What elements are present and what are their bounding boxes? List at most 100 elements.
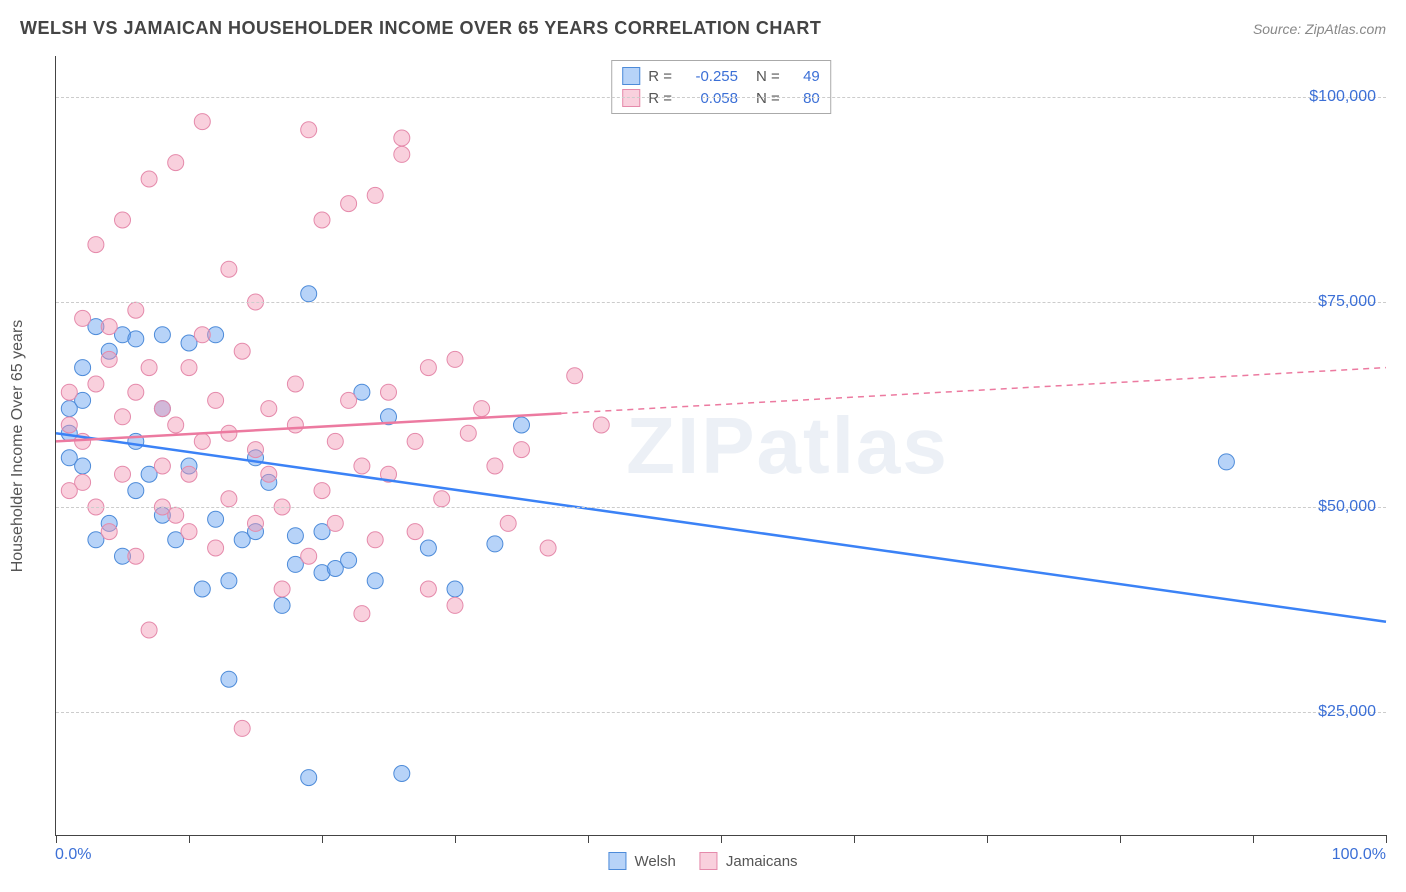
data-point — [234, 343, 250, 359]
y-tick-label: $75,000 — [1318, 293, 1376, 311]
data-point — [234, 720, 250, 736]
regression-line — [56, 413, 561, 441]
x-tick — [455, 835, 456, 843]
source-credit: Source: ZipAtlas.com — [1253, 21, 1386, 37]
data-point — [447, 581, 463, 597]
r-label: R = — [648, 90, 672, 107]
data-point — [487, 536, 503, 552]
legend-row: R = -0.255 N = 49 — [622, 65, 820, 87]
chart-plot-area: ZIPatlas R = -0.255 N = 49 R = 0.058 N =… — [55, 56, 1386, 836]
data-point — [327, 433, 343, 449]
data-point — [101, 351, 117, 367]
data-point — [221, 671, 237, 687]
x-tick — [854, 835, 855, 843]
correlation-legend: R = -0.255 N = 49 R = 0.058 N = 80 — [611, 60, 831, 114]
data-point — [287, 376, 303, 392]
x-tick — [987, 835, 988, 843]
data-point — [141, 622, 157, 638]
data-point — [88, 237, 104, 253]
data-point — [221, 573, 237, 589]
data-point — [394, 146, 410, 162]
data-point — [394, 130, 410, 146]
data-point — [301, 548, 317, 564]
data-point — [248, 442, 264, 458]
legend-swatch — [622, 89, 640, 107]
data-point — [407, 433, 423, 449]
data-point — [514, 442, 530, 458]
data-point — [447, 351, 463, 367]
r-value: -0.255 — [680, 68, 738, 85]
regression-line-dashed — [561, 368, 1386, 414]
series-legend: WelshJamaicans — [608, 852, 797, 870]
data-point — [487, 458, 503, 474]
x-tick — [1386, 835, 1387, 843]
data-point — [287, 417, 303, 433]
data-point — [181, 360, 197, 376]
data-point — [447, 597, 463, 613]
data-point — [168, 155, 184, 171]
data-point — [128, 384, 144, 400]
data-point — [128, 483, 144, 499]
x-tick — [721, 835, 722, 843]
data-point — [75, 474, 91, 490]
n-label: N = — [756, 90, 780, 107]
data-point — [314, 483, 330, 499]
data-point — [141, 360, 157, 376]
gridline — [56, 302, 1386, 303]
x-tick — [1253, 835, 1254, 843]
data-point — [394, 766, 410, 782]
data-point — [88, 376, 104, 392]
data-point — [1218, 454, 1234, 470]
n-value: 49 — [788, 68, 820, 85]
data-point — [261, 466, 277, 482]
data-point — [154, 327, 170, 343]
x-tick — [322, 835, 323, 843]
data-point — [128, 302, 144, 318]
data-point — [327, 515, 343, 531]
y-axis-label: Householder Income Over 65 years — [9, 320, 27, 573]
data-point — [221, 491, 237, 507]
legend-label: Welsh — [634, 853, 675, 870]
data-point — [367, 187, 383, 203]
data-point — [115, 212, 131, 228]
gridline — [56, 97, 1386, 98]
data-point — [154, 401, 170, 417]
x-axis-max-label: 100.0% — [1332, 846, 1386, 864]
data-point — [381, 384, 397, 400]
data-point — [274, 597, 290, 613]
n-label: N = — [756, 68, 780, 85]
data-point — [354, 606, 370, 622]
data-point — [101, 524, 117, 540]
data-point — [341, 196, 357, 212]
data-point — [367, 573, 383, 589]
r-label: R = — [648, 68, 672, 85]
data-point — [208, 511, 224, 527]
data-point — [301, 286, 317, 302]
y-tick-label: $100,000 — [1309, 88, 1376, 106]
data-point — [460, 425, 476, 441]
chart-title: WELSH VS JAMAICAN HOUSEHOLDER INCOME OVE… — [20, 18, 821, 39]
data-point — [514, 417, 530, 433]
data-point — [168, 507, 184, 523]
legend-item: Welsh — [608, 852, 675, 870]
data-point — [208, 540, 224, 556]
data-point — [194, 114, 210, 130]
data-point — [128, 548, 144, 564]
data-point — [194, 327, 210, 343]
data-point — [500, 515, 516, 531]
gridline — [56, 507, 1386, 508]
data-point — [141, 171, 157, 187]
r-value: 0.058 — [680, 90, 738, 107]
data-point — [301, 122, 317, 138]
data-point — [181, 524, 197, 540]
data-point — [75, 458, 91, 474]
header: WELSH VS JAMAICAN HOUSEHOLDER INCOME OVE… — [0, 0, 1406, 49]
data-point — [75, 310, 91, 326]
data-point — [261, 401, 277, 417]
data-point — [101, 319, 117, 335]
data-point — [341, 392, 357, 408]
data-point — [474, 401, 490, 417]
legend-swatch — [622, 67, 640, 85]
data-point — [540, 540, 556, 556]
legend-row: R = 0.058 N = 80 — [622, 87, 820, 109]
